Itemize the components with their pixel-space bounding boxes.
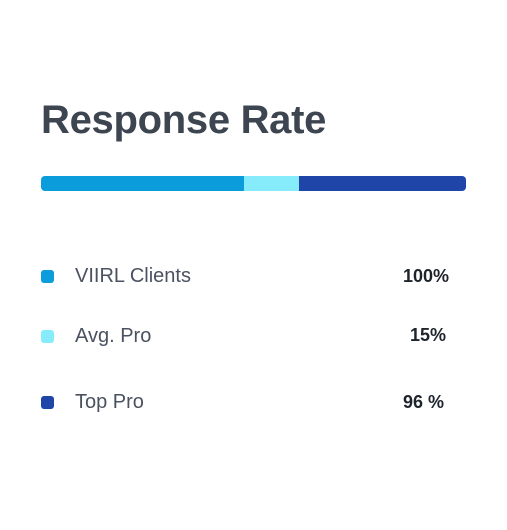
legend-item-avg-pro: Avg. Pro: [41, 324, 151, 348]
legend-label: Avg. Pro: [75, 324, 152, 347]
legend-swatch-icon: [41, 269, 54, 283]
bar-segment-top-pro: [298, 176, 466, 191]
legend-swatch-icon: [41, 395, 54, 409]
bar-segment-avg-pro: [243, 176, 299, 191]
stacked-progress-bar: [41, 176, 466, 191]
legend-item-top-pro: Top Pro: [41, 390, 144, 414]
legend-swatch-icon: [41, 329, 54, 343]
legend-label: Top Pro: [75, 390, 144, 413]
bar-segment-viirl-clients: [41, 176, 244, 191]
legend-value: 15%: [409, 325, 446, 345]
legend-value: 96 %: [402, 392, 444, 412]
legend-label: VIIRL Clients: [75, 264, 191, 287]
card-title: Response Rate: [41, 98, 327, 142]
legend-item-viirl-clients: VIIRL Clients: [41, 264, 191, 288]
legend-value: 100%: [402, 266, 449, 286]
